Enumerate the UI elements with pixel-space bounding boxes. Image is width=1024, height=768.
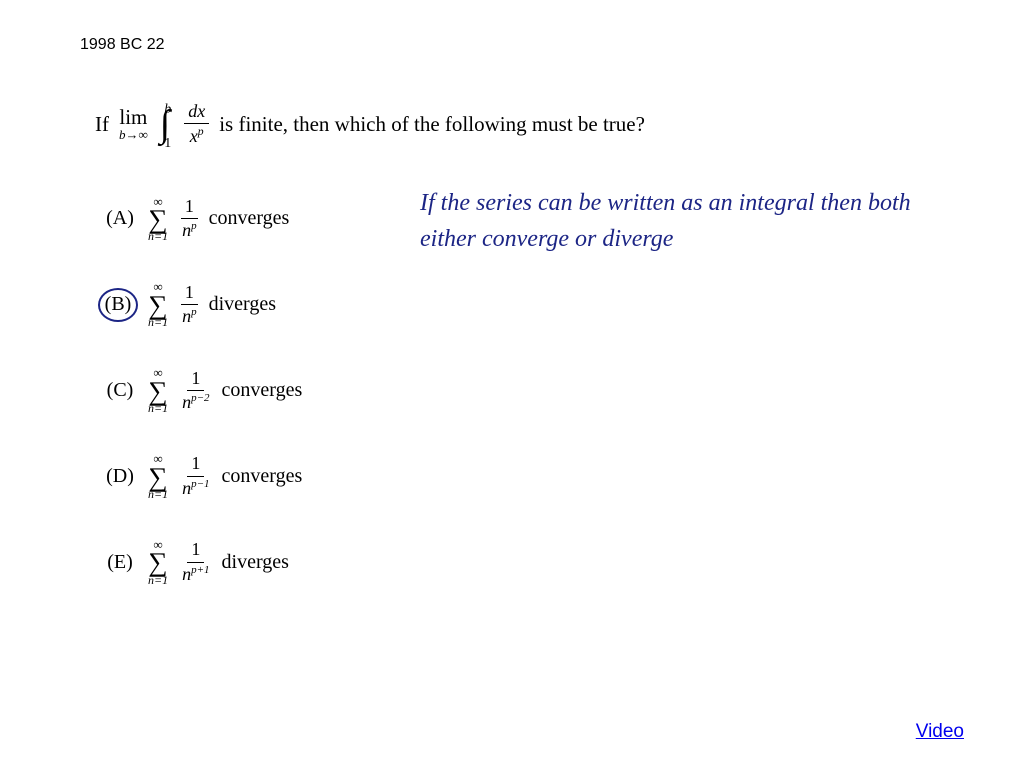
sigma-symbol: ∑ bbox=[148, 550, 167, 574]
options-list: (A)∞∑n=11npconverges(B)∞∑n=11npdiverges(… bbox=[98, 195, 302, 624]
frac-denominator: np+1 bbox=[178, 563, 213, 586]
option-verb: diverges bbox=[222, 551, 289, 574]
option-row: (A) ∞∑n=1 1np converges bbox=[98, 195, 302, 243]
limit-expression: lim b→∞ bbox=[119, 107, 148, 141]
frac-numerator: 1 bbox=[187, 538, 204, 562]
sigma-lower: n=1 bbox=[148, 231, 168, 242]
frac-denominator: np−1 bbox=[178, 477, 213, 500]
sigma-expression: ∞∑n=1 bbox=[148, 539, 168, 586]
option-label: (C) bbox=[98, 379, 142, 402]
sigma-lower: n=1 bbox=[148, 489, 168, 500]
sigma-symbol: ∑ bbox=[148, 379, 167, 403]
option-label: (B) bbox=[98, 288, 142, 322]
question-prefix: If bbox=[95, 112, 109, 137]
frac-numerator: 1 bbox=[181, 281, 198, 305]
sigma-symbol: ∑ bbox=[148, 207, 167, 231]
frac-denominator: xp bbox=[186, 124, 208, 148]
frac-denominator: np bbox=[178, 219, 201, 242]
frac-numerator: dx bbox=[184, 100, 209, 124]
video-link[interactable]: Video bbox=[916, 721, 964, 743]
option-verb: converges bbox=[209, 207, 290, 230]
frac-denominator: np bbox=[178, 305, 201, 328]
option-label: (A) bbox=[98, 207, 142, 230]
frac-denominator: np−2 bbox=[178, 391, 213, 414]
option-row: (E) ∞∑n=1 1np+1 diverges bbox=[98, 538, 302, 586]
option-row: (C) ∞∑n=1 1np−2 converges bbox=[98, 367, 302, 415]
integral-lower: 1 bbox=[164, 136, 171, 152]
option-verb: converges bbox=[222, 379, 303, 402]
sigma-expression: ∞∑n=1 bbox=[148, 453, 168, 500]
option-verb: converges bbox=[222, 465, 303, 488]
frac-numerator: 1 bbox=[187, 367, 204, 391]
integral-expression: ∫ b 1 bbox=[160, 109, 172, 139]
circled-answer: (B) bbox=[98, 288, 138, 322]
series-fraction: 1np−1 bbox=[178, 452, 213, 500]
lim-label: lim bbox=[119, 107, 147, 128]
question-text: If lim b→∞ ∫ b 1 dx xp is finite, then w… bbox=[95, 100, 645, 149]
handwritten-note: If the series can be written as an integ… bbox=[420, 185, 960, 257]
frac-numerator: 1 bbox=[181, 195, 198, 219]
series-fraction: 1np bbox=[178, 281, 201, 329]
sigma-lower: n=1 bbox=[148, 317, 168, 328]
frac-numerator: 1 bbox=[187, 452, 204, 476]
option-row: (B) ∞∑n=1 1np diverges bbox=[98, 281, 302, 329]
sigma-lower: n=1 bbox=[148, 575, 168, 586]
sigma-expression: ∞∑n=1 bbox=[148, 367, 168, 414]
sigma-symbol: ∑ bbox=[148, 293, 167, 317]
integrand-fraction: dx xp bbox=[184, 100, 209, 149]
lim-variable: b→∞ bbox=[119, 128, 148, 141]
integral-upper: b bbox=[164, 102, 171, 118]
sigma-symbol: ∑ bbox=[148, 465, 167, 489]
option-verb: diverges bbox=[209, 293, 276, 316]
page-header: 1998 BC 22 bbox=[80, 36, 165, 54]
sigma-expression: ∞∑n=1 bbox=[148, 196, 168, 243]
series-fraction: 1np+1 bbox=[178, 538, 213, 586]
sigma-lower: n=1 bbox=[148, 403, 168, 414]
option-row: (D) ∞∑n=1 1np−1 converges bbox=[98, 452, 302, 500]
series-fraction: 1np bbox=[178, 195, 201, 243]
option-label: (D) bbox=[98, 465, 142, 488]
series-fraction: 1np−2 bbox=[178, 367, 213, 415]
question-suffix: is finite, then which of the following m… bbox=[219, 112, 645, 137]
sigma-expression: ∞∑n=1 bbox=[148, 281, 168, 328]
option-label: (E) bbox=[98, 551, 142, 574]
